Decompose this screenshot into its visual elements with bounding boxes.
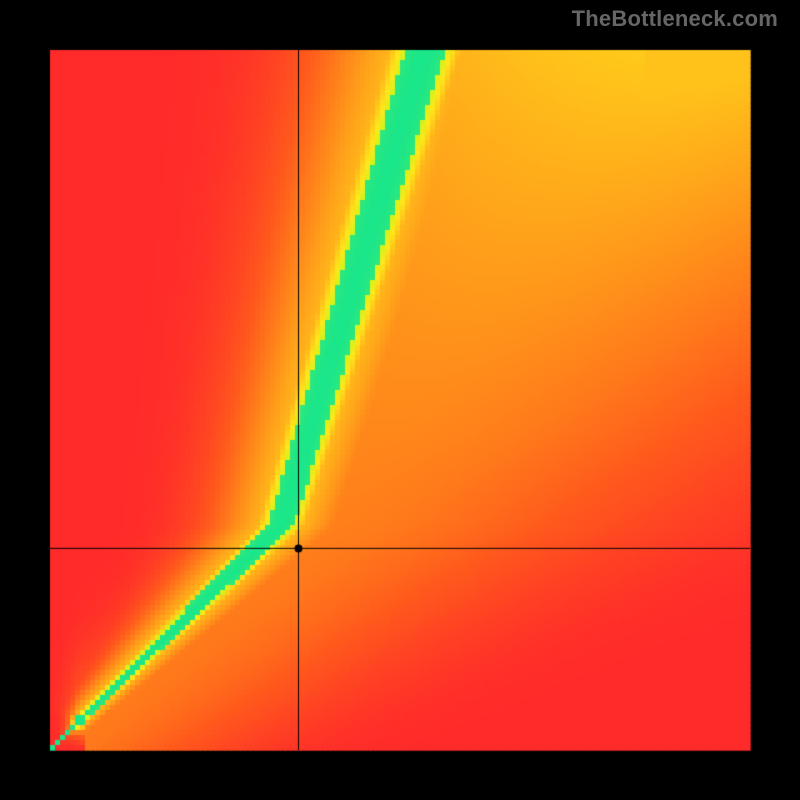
watermark-text: TheBottleneck.com (572, 6, 778, 32)
chart-container: TheBottleneck.com (0, 0, 800, 800)
heatmap-canvas (0, 0, 800, 800)
